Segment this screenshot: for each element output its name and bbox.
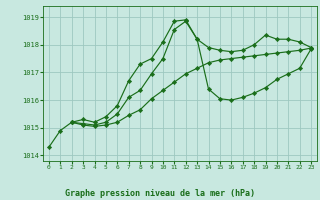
Text: Graphe pression niveau de la mer (hPa): Graphe pression niveau de la mer (hPa) — [65, 189, 255, 198]
